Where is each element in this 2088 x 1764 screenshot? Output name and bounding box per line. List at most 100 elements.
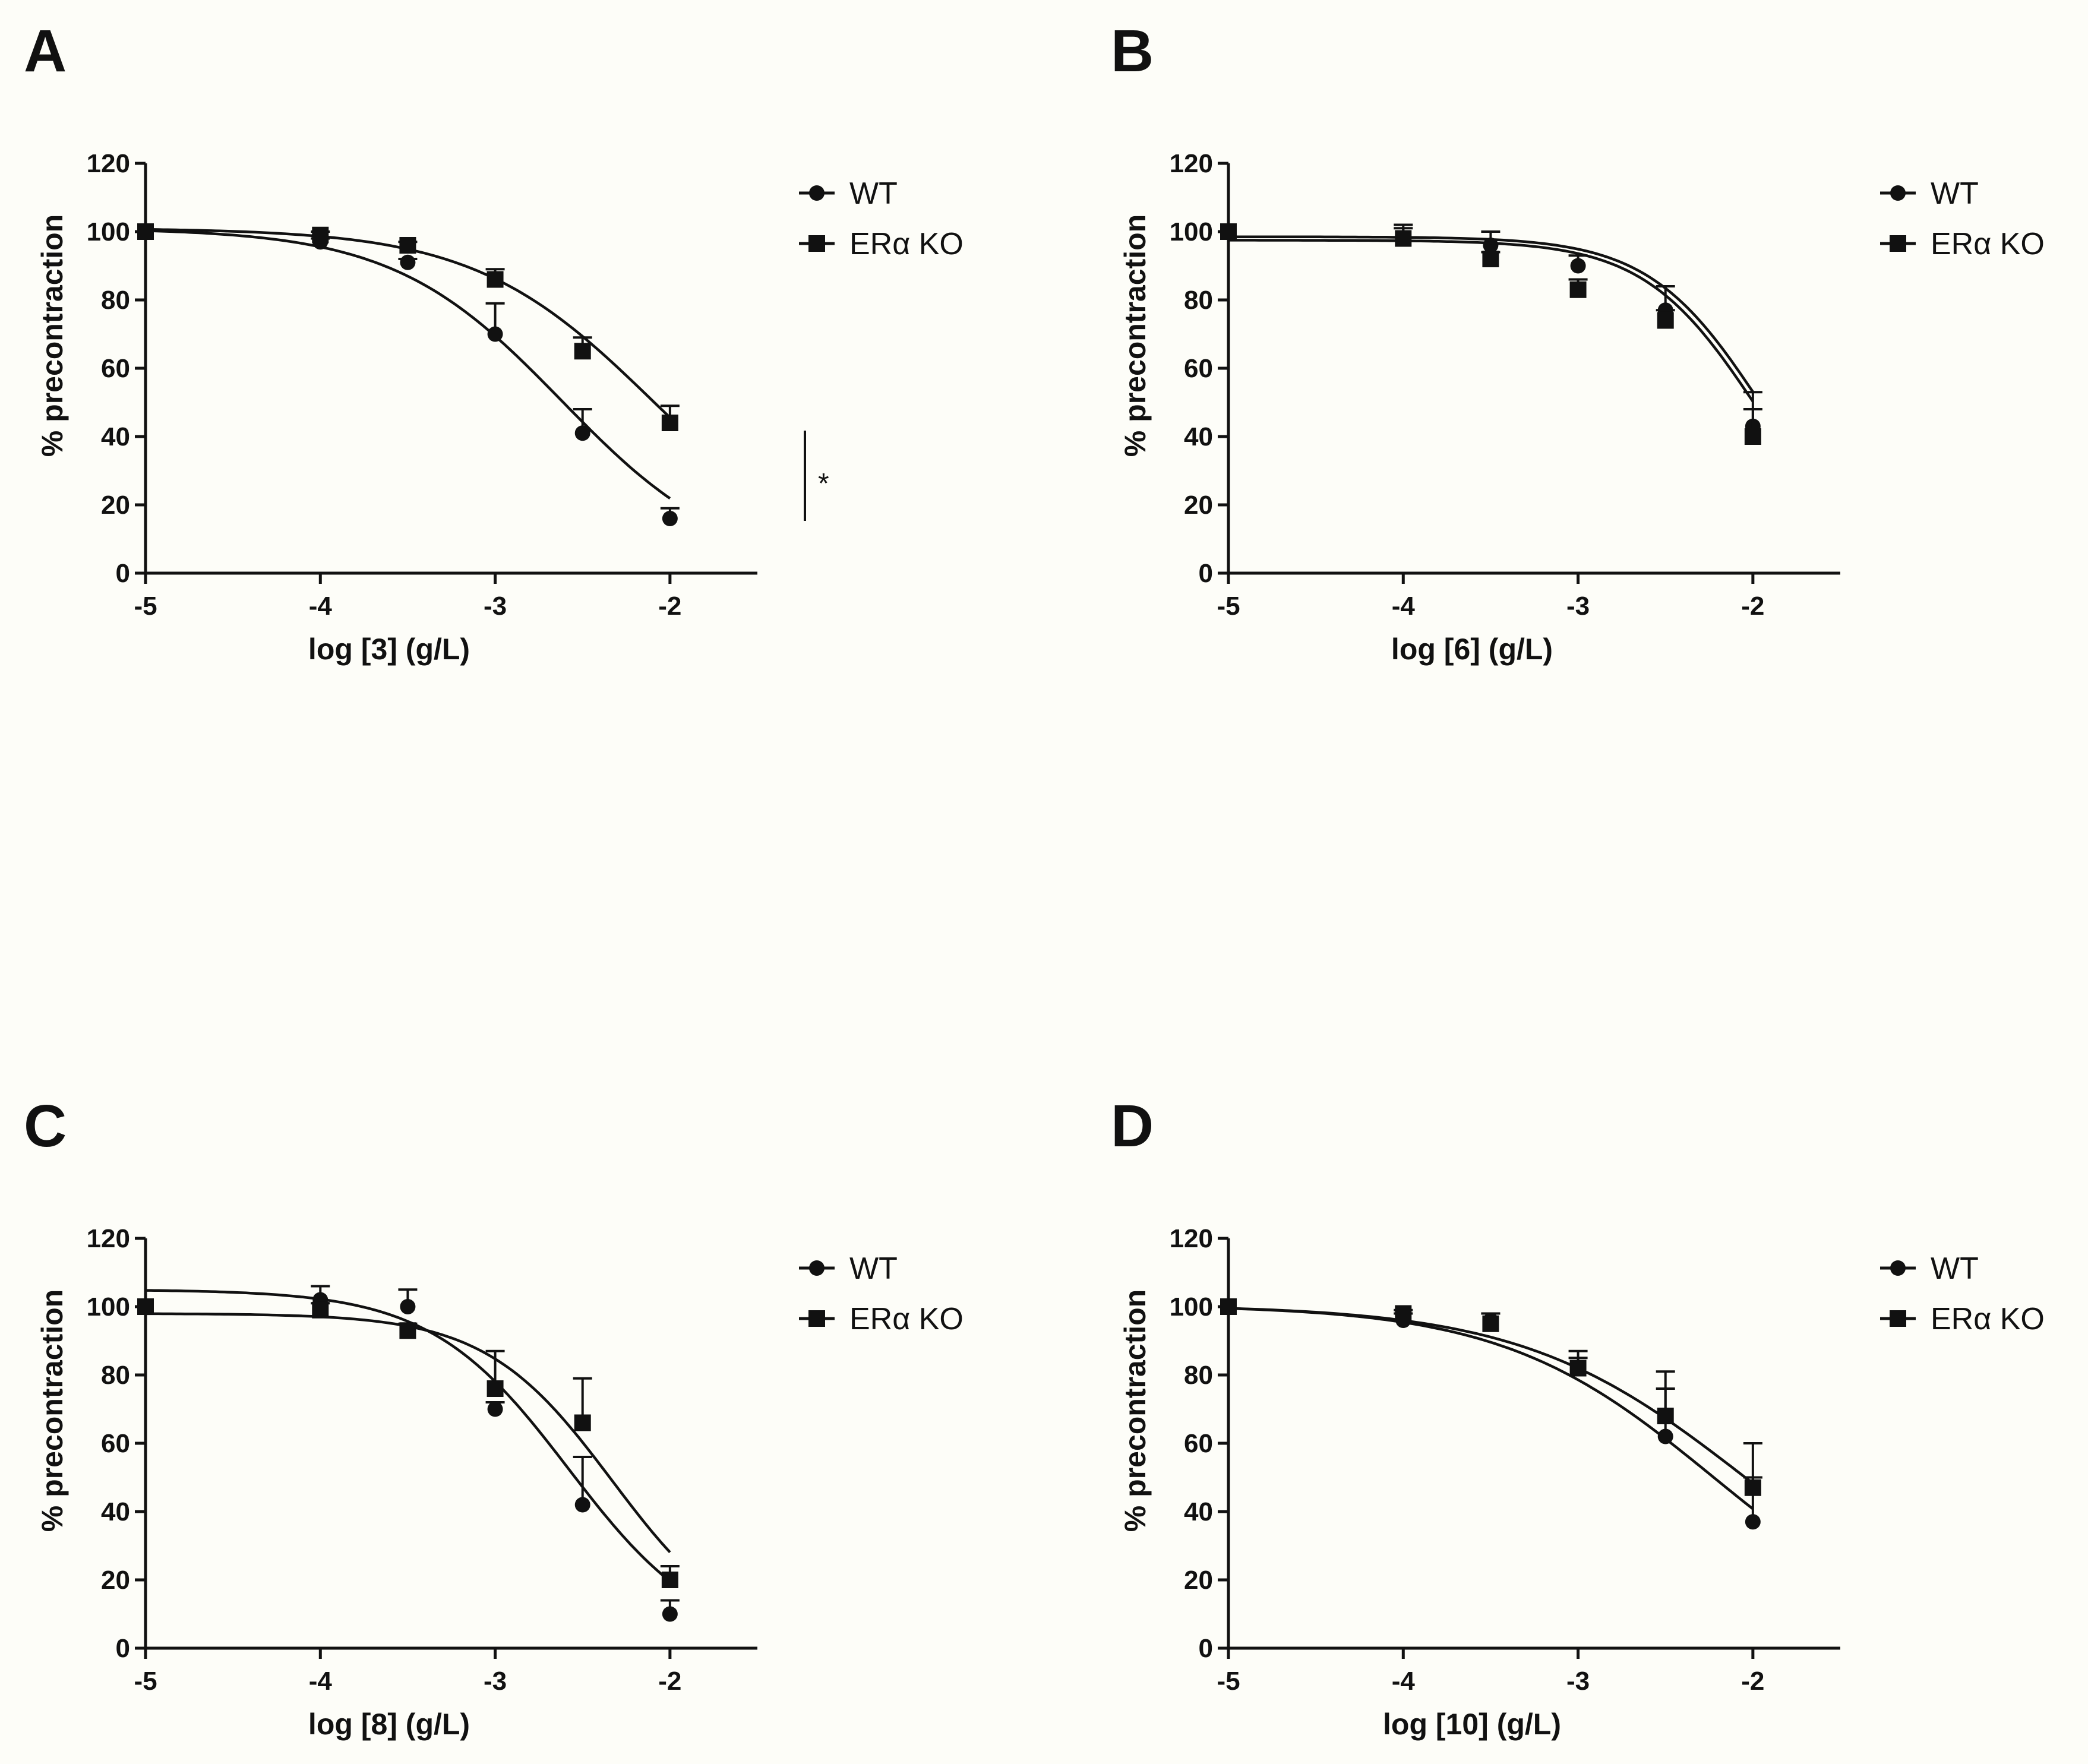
data-point: [399, 1322, 416, 1339]
x-tick-label: -3: [484, 1667, 507, 1696]
legend-entry: ERα KO: [1880, 227, 2045, 261]
fit-curve: [1228, 1307, 1754, 1485]
data-point: [312, 1301, 329, 1319]
y-tick-label: 80: [101, 286, 130, 315]
y-tick-label: 40: [101, 1497, 130, 1526]
x-tick-label: -4: [1392, 1667, 1416, 1696]
panel-b: B 0 20 40 60 80 100 120 -5 -4 -3 -2 log [6] (g/L) % p…: [1111, 18, 2045, 666]
x-tick-label: -2: [1741, 1667, 1764, 1696]
legend-marker: [1890, 235, 1906, 252]
data-point: [399, 237, 416, 254]
data-point: [487, 1401, 503, 1417]
data-point: [487, 326, 503, 342]
x-tick-label: -3: [484, 592, 507, 621]
y-tick-label: 0: [116, 1634, 130, 1663]
data-point: [1745, 1514, 1761, 1530]
y-tick-label: 60: [101, 354, 130, 383]
data-point: [574, 1497, 590, 1513]
legend-label: WT: [849, 1251, 898, 1286]
x-tick-label: -3: [1566, 1667, 1590, 1696]
legend-entry: ERα KO: [799, 1302, 964, 1336]
data-point: [400, 254, 416, 270]
legend-marker: [1890, 1310, 1906, 1327]
y-axis-title: % precontraction: [36, 214, 69, 457]
legend-label: WT: [1931, 176, 1979, 211]
y-tick-label: 60: [1184, 354, 1213, 383]
panel-letter: D: [1111, 1093, 1154, 1159]
legend-entry: ERα KO: [799, 227, 964, 261]
y-tick-label: 20: [1184, 1566, 1213, 1595]
y-tick-label: 80: [1184, 286, 1213, 315]
panel-letter: A: [24, 18, 67, 84]
data-point: [1483, 238, 1499, 253]
legend-label: ERα KO: [1931, 1302, 2045, 1336]
y-tick-label: 0: [116, 559, 130, 588]
y-tick-label: 20: [1184, 491, 1213, 520]
y-axis-title: % precontraction: [1119, 1289, 1152, 1532]
x-tick-label: -2: [658, 592, 681, 621]
data-point: [662, 1606, 678, 1622]
y-tick-label: 80: [1184, 1361, 1213, 1390]
y-tick-label: 60: [1184, 1429, 1213, 1458]
data-point: [1744, 1479, 1761, 1496]
data-point: [1395, 1305, 1412, 1322]
x-axis-title: log [3] (g/L): [308, 633, 470, 666]
y-tick-label: 20: [101, 491, 130, 520]
panel-letter: C: [24, 1093, 67, 1159]
y-tick-label: 20: [101, 1566, 130, 1595]
data-point: [1220, 1298, 1237, 1315]
x-tick-label: -4: [1392, 592, 1416, 621]
series-era-ko: [137, 223, 680, 431]
x-axis-title: log [8] (g/L): [308, 1708, 470, 1741]
legend-marker: [1890, 1260, 1906, 1276]
x-tick-label: -3: [1566, 592, 1590, 621]
y-tick-label: 80: [101, 1361, 130, 1390]
panel-d: D 0 20 40 60 80 100 120 -5 -4 -3 -2 log [10] (g/L) % …: [1111, 1093, 2045, 1741]
y-tick-label: 120: [1170, 1224, 1213, 1253]
x-tick-label: -2: [658, 1667, 681, 1696]
y-tick-label: 40: [1184, 422, 1213, 451]
legend-marker: [808, 1310, 825, 1327]
data-point: [400, 1299, 416, 1314]
data-point: [661, 1572, 678, 1588]
data-point: [137, 223, 154, 240]
data-point: [137, 1298, 154, 1315]
legend-marker: [809, 1260, 825, 1276]
data-point: [574, 425, 590, 441]
data-point: [574, 1414, 591, 1431]
panel-c: C 0 20 40 60 80 100 120 -5 -4 -3 -2 log [8] (g/L) % p…: [24, 1093, 964, 1741]
panel-letter: B: [1111, 18, 1154, 84]
legend-label: ERα KO: [849, 1302, 964, 1336]
series-era-ko: [1220, 1298, 1762, 1496]
data-point: [1482, 251, 1499, 267]
legend-marker: [809, 185, 825, 201]
legend-marker: [1890, 185, 1906, 201]
x-tick-label: -5: [134, 1667, 157, 1696]
significance-star: *: [818, 468, 829, 500]
y-tick-label: 120: [87, 1224, 130, 1253]
fit-curve: [145, 229, 671, 500]
fit-curve: [1228, 239, 1754, 403]
data-point: [1657, 312, 1674, 329]
data-point: [1482, 1315, 1499, 1332]
x-tick-label: -5: [134, 592, 157, 621]
data-point: [487, 1380, 504, 1397]
y-tick-label: 120: [87, 149, 130, 178]
legend-label: ERα KO: [1931, 227, 2045, 261]
x-axis-title: log [6] (g/L): [1391, 633, 1553, 666]
data-point: [574, 343, 591, 360]
legend-marker: [808, 235, 825, 252]
data-point: [1220, 223, 1237, 240]
y-tick-label: 40: [1184, 1497, 1213, 1526]
legend-entry: WT: [799, 176, 898, 211]
data-point: [1395, 230, 1412, 247]
legend-entry: ERα KO: [1880, 1302, 2045, 1336]
x-axis-title: log [10] (g/L): [1383, 1708, 1561, 1741]
x-tick-label: -2: [1741, 592, 1764, 621]
series-wt: [1221, 1299, 1762, 1530]
y-tick-label: 0: [1199, 559, 1213, 588]
series-era-ko: [1220, 223, 1762, 445]
y-axis-title: % precontraction: [36, 1289, 69, 1532]
panel-a: A 0 20 40 60 80 100 120 -5 -4 -3 -2 log [3] (g/L) % p…: [24, 18, 964, 666]
